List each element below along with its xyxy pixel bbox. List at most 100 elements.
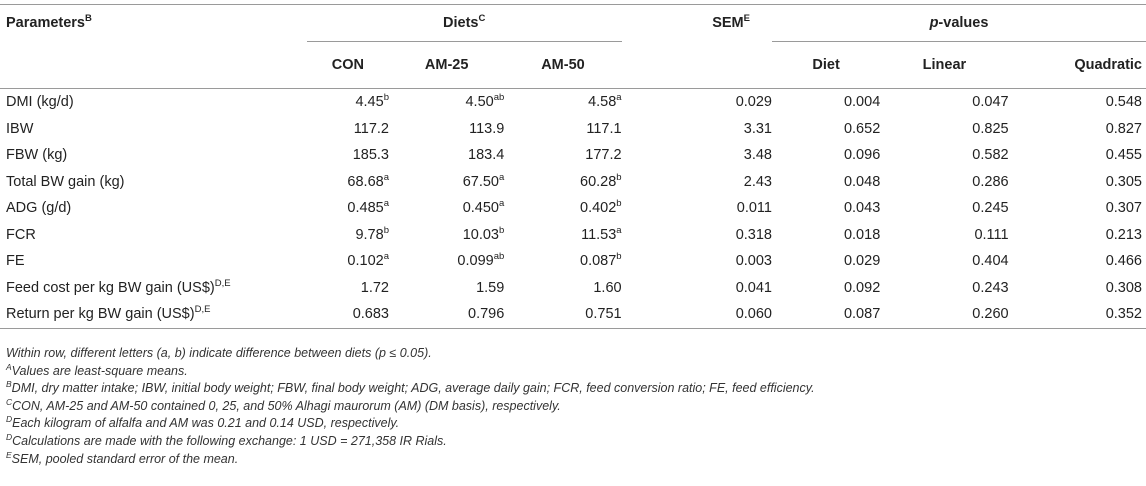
header-diets: DietsC (306, 4, 622, 42)
cell-quadratic: 0.455 (1105, 147, 1142, 164)
cell-con: 185.3 (352, 147, 389, 164)
cell-quadratic: 0.213 (1105, 226, 1142, 243)
cell-sem: 2.43 (743, 173, 772, 190)
cell-con: 0.485a (347, 198, 389, 217)
cell-am25: 0.099ab (457, 251, 505, 270)
cell-am25: 0.796 (468, 306, 505, 323)
cell-am50: 4.58a (588, 92, 622, 111)
cell-am25: 113.9 (469, 120, 505, 137)
cell-linear: 0.243 (972, 279, 1009, 296)
header-linear: Linear (922, 57, 967, 73)
table-body: DMI (kg/d) 4.45b 4.50ab 4.58a 0.029 0.004 0.04… (0, 89, 1146, 328)
table-row: Return per kg BW gain (US$)D,E 0.683 0.796… (0, 301, 1146, 328)
cell-am25: 67.50a (462, 171, 505, 190)
results-table: ParametersB DietsC SEME p-values CON AM-… (0, 4, 1146, 329)
cell-diet: 0.018 (843, 226, 881, 243)
cell-quadratic: 0.827 (1105, 120, 1142, 137)
row-label: IBW (6, 120, 34, 137)
cell-sem: 0.041 (735, 279, 772, 296)
table-footnotes: Within row, different letters (a, b) ind… (6, 345, 815, 468)
cell-diet: 0.043 (843, 200, 881, 217)
table-row: Feed cost per kg BW gain (US$)D,E 1.72 1.5… (0, 275, 1146, 302)
cell-diet: 0.652 (843, 120, 881, 137)
table-row: ADG (g/d) 0.485a 0.450a 0.402b 0.011 0.043 0.2… (0, 195, 1146, 222)
cell-con: 4.45b (355, 92, 389, 111)
cell-linear: 0.582 (972, 147, 1009, 164)
cell-quadratic: 0.305 (1105, 173, 1142, 190)
cell-sem: 3.31 (743, 120, 772, 137)
header-am50: AM-50 (541, 57, 585, 73)
cell-quadratic: 0.308 (1105, 279, 1142, 296)
header-p-values: p-values (771, 4, 1146, 42)
footnote: ESEM, pooled standard error of the mean. (6, 449, 239, 466)
cell-diet: 0.096 (843, 147, 881, 164)
cell-con: 68.68a (347, 171, 389, 190)
cell-am25: 1.59 (476, 279, 505, 296)
cell-linear: 0.404 (972, 253, 1009, 270)
cell-sem: 3.48 (743, 147, 772, 164)
cell-quadratic: 0.307 (1105, 200, 1142, 217)
cell-diet: 0.092 (843, 279, 881, 296)
row-label: FCR (6, 226, 36, 243)
cell-am50: 177.2 (585, 147, 622, 164)
cell-linear: 0.286 (972, 173, 1009, 190)
row-label: Return per kg BW gain (US$)D,E (6, 304, 211, 323)
cell-am25: 4.50ab (465, 92, 505, 111)
cell-diet: 0.029 (843, 253, 881, 270)
table-row: FCR 9.78b 10.03b 11.53a 0.318 0.018 0.111 0.213 (0, 222, 1146, 249)
cell-am50: 0.751 (585, 306, 622, 323)
cell-am50: 11.53a (581, 224, 622, 243)
table-row: FE 0.102a 0.099ab 0.087b 0.003 0.029 0.404 0.46… (0, 248, 1146, 275)
row-label: Feed cost per kg BW gain (US$)D,E (6, 277, 231, 296)
cell-linear: 0.245 (972, 200, 1009, 217)
cell-linear: 0.260 (972, 306, 1009, 323)
cell-diet: 0.087 (843, 306, 881, 323)
cell-con: 0.102a (347, 251, 389, 270)
footnote: Within row, different letters (a, b) ind… (6, 346, 432, 360)
table-row: FBW (kg) 185.3 183.4 177.2 3.48 0.096 0.582 0.4… (0, 142, 1146, 169)
header-con: CON (331, 57, 365, 73)
cell-quadratic: 0.352 (1105, 306, 1142, 323)
cell-linear: 0.047 (972, 94, 1009, 111)
header-sem: SEME (712, 13, 750, 32)
row-label: FBW (kg) (6, 147, 68, 164)
row-label: DMI (kg/d) (6, 94, 74, 111)
cell-sem: 0.003 (735, 253, 772, 270)
cell-quadratic: 0.466 (1105, 253, 1142, 270)
cell-sem: 0.060 (735, 306, 772, 323)
cell-am50: 117.1 (586, 120, 622, 137)
cell-con: 0.683 (352, 306, 389, 323)
cell-con: 117.2 (353, 120, 389, 137)
footnote: DEach kilogram of alfalfa and AM was 0.2… (6, 414, 400, 431)
cell-sem: 0.318 (735, 226, 772, 243)
table-row: IBW 117.2 113.9 117.1 3.31 0.652 0.825 0.827 (0, 116, 1146, 143)
cell-con: 1.72 (360, 279, 389, 296)
cell-am50: 60.28b (580, 171, 622, 190)
cell-am50: 1.60 (593, 279, 622, 296)
cell-am25: 10.03b (462, 224, 505, 243)
header-diet: Diet (812, 57, 840, 73)
cell-con: 9.78b (355, 224, 389, 243)
cell-quadratic: 0.548 (1105, 94, 1142, 111)
cell-linear: 0.825 (972, 120, 1009, 137)
cell-linear: 0.111 (974, 226, 1009, 243)
cell-sem: 0.011 (736, 200, 772, 217)
cell-am50: 0.402b (580, 198, 622, 217)
header-am25: AM-25 (424, 57, 469, 73)
table-row: Total BW gain (kg) 68.68a 67.50a 60.28b 2.43… (0, 169, 1146, 196)
footnote: DCalculations are made with the followin… (6, 431, 447, 448)
cell-am25: 0.450a (462, 198, 505, 217)
row-label: Total BW gain (kg) (6, 173, 125, 190)
cell-am25: 183.4 (468, 147, 505, 164)
cell-sem: 0.029 (735, 94, 772, 111)
row-label: FE (6, 253, 25, 270)
header-parameters: ParametersB (6, 13, 92, 32)
cell-am50: 0.087b (580, 251, 622, 270)
row-label: ADG (g/d) (6, 200, 72, 217)
footnote: CCON, AM-25 and AM-50 contained 0, 25, a… (6, 396, 561, 413)
cell-diet: 0.004 (843, 94, 881, 111)
footnote: BDMI, dry matter intake; IBW, initial bo… (6, 379, 815, 396)
table-row: DMI (kg/d) 4.45b 4.50ab 4.58a 0.029 0.004 0.04… (0, 89, 1146, 116)
cell-diet: 0.048 (843, 173, 881, 190)
